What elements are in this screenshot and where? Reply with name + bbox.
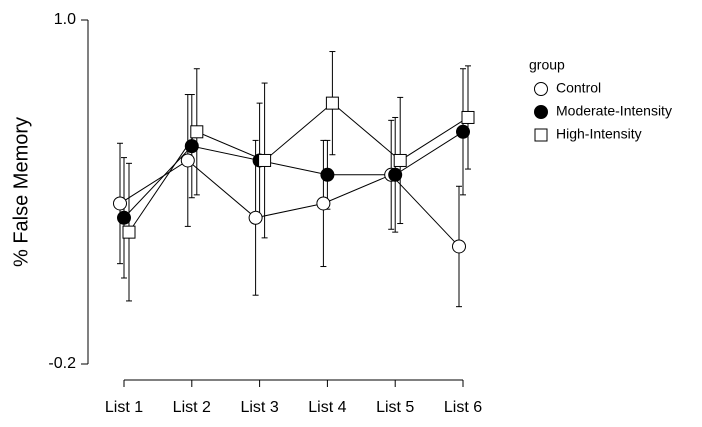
x-tick-label: List 3 xyxy=(240,399,278,416)
series-line xyxy=(128,102,469,233)
data-point xyxy=(117,210,131,225)
data-point xyxy=(184,139,199,154)
data-point xyxy=(320,167,335,182)
x-tick-label: List 5 xyxy=(376,399,414,416)
data-point xyxy=(248,210,263,225)
legend-marker xyxy=(534,128,548,142)
legend-marker xyxy=(534,82,548,96)
x-tick-label: List 2 xyxy=(173,399,211,416)
series-line xyxy=(119,159,460,247)
legend-title: group xyxy=(529,57,565,73)
legend-label: Control xyxy=(556,80,601,96)
data-point xyxy=(456,124,470,139)
data-point xyxy=(393,153,407,167)
data-point xyxy=(461,110,475,124)
data-point xyxy=(325,96,339,110)
data-point xyxy=(452,239,466,254)
y-tick-label: 1.0 xyxy=(54,11,76,28)
data-point xyxy=(122,225,136,239)
x-tick-label: List 4 xyxy=(308,399,346,416)
series-line xyxy=(123,131,464,219)
data-point xyxy=(388,167,403,182)
y-axis-label: % False Memory xyxy=(10,117,32,267)
data-point xyxy=(113,196,127,211)
data-point xyxy=(180,153,195,168)
legend-label: High-Intensity xyxy=(556,126,642,142)
x-tick-label: List 6 xyxy=(444,399,482,416)
y-tick-label: -0.2 xyxy=(48,355,76,372)
x-tick-label: List 1 xyxy=(105,399,143,416)
data-point xyxy=(258,153,272,167)
data-point xyxy=(190,125,204,139)
legend-label: Moderate-Intensity xyxy=(556,103,672,119)
data-point xyxy=(316,196,331,211)
legend-marker xyxy=(534,105,548,119)
